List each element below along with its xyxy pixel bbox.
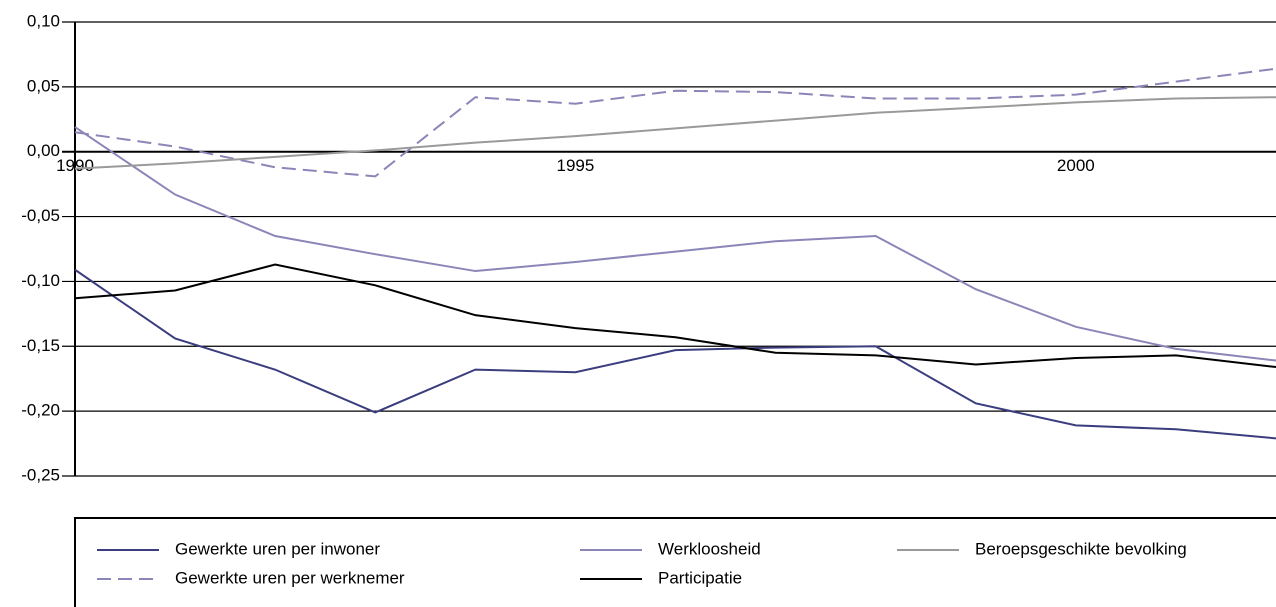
y-tick-label: 0,05 [27, 76, 60, 95]
x-tick-label: 1995 [557, 156, 595, 175]
y-tick-label: -0,20 [21, 401, 60, 420]
y-tick-label: -0,15 [21, 336, 60, 355]
series-line [74, 268, 1276, 440]
y-tick-label: -0,10 [21, 271, 60, 290]
x-tick-label: 1990 [56, 156, 94, 175]
series-line [74, 126, 1276, 362]
y-tick-label: 0,00 [27, 141, 60, 160]
legend-label: Beroepsgeschikte bevolking [975, 539, 1187, 558]
legend-label: Werkloosheid [658, 539, 761, 558]
legend-label: Gewerkte uren per werknemer [175, 568, 405, 587]
legend-label: Gewerkte uren per inwoner [175, 539, 380, 558]
y-tick-label: -0,25 [21, 465, 60, 484]
x-tick-label: 2000 [1057, 156, 1095, 175]
series-line [74, 67, 1276, 178]
series-line [74, 96, 1276, 170]
series-line [74, 263, 1276, 369]
legend-label: Participatie [658, 568, 742, 587]
y-tick-label: 0,10 [27, 11, 60, 30]
legend-box [74, 517, 1276, 607]
y-tick-label: -0,05 [21, 206, 60, 225]
